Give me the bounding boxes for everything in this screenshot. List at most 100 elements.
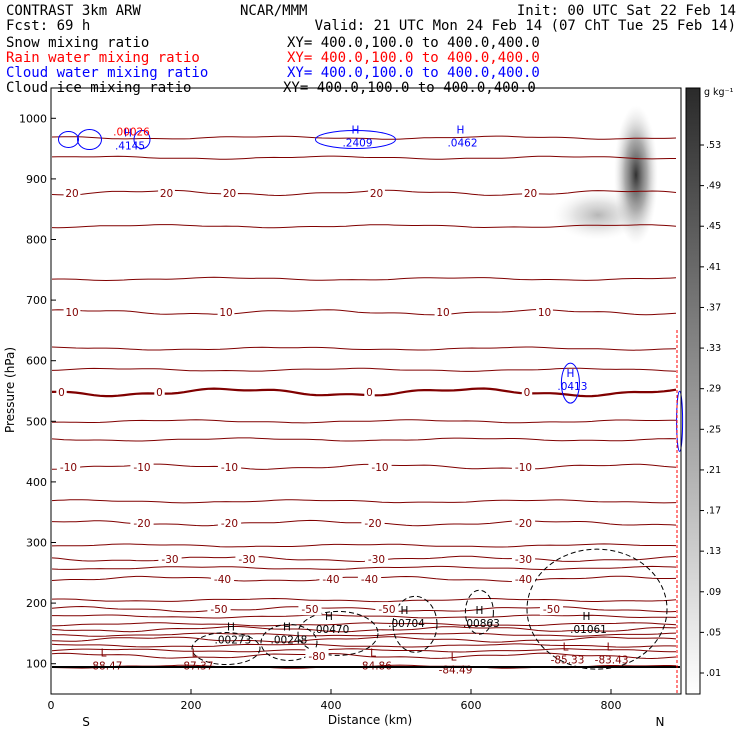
field-name-rain: Rain water mixing ratio (6, 50, 200, 66)
isotherm-line (51, 648, 676, 653)
x-axis-north-label: N (656, 715, 665, 729)
x-axis-label: Distance (km) (328, 713, 412, 727)
isotherm-line (51, 597, 677, 603)
isotherm-label: 0 (156, 387, 163, 399)
isotherm-label-bg (319, 571, 343, 585)
isotherm-line (51, 543, 677, 548)
isotherm-label-bg (130, 459, 154, 473)
y-tick-label: 100 (26, 658, 47, 671)
isotherm-label-bg (56, 385, 67, 399)
isotherm-label: -10 (133, 462, 150, 474)
isotherm-label: 10 (436, 307, 449, 319)
colorbar-tick-label: .17 (706, 506, 721, 517)
isotherm-label: -50 (378, 604, 395, 616)
colorbar-tick-label: .29 (706, 384, 721, 395)
isotherm-line (51, 419, 677, 424)
cloud-water-maximum-letter: H (566, 368, 574, 380)
isotherm-line (51, 155, 676, 160)
cloud-ice-maximum-value: .00273 (215, 634, 252, 646)
colorbar-tick-label: .49 (706, 181, 721, 192)
cloud-ice-maximum-value: .01061 (570, 624, 607, 636)
model-title: CONTRAST 3km ARW (6, 3, 141, 19)
forecast-hour: Fcst: 69 h (6, 18, 90, 34)
isotherm-label: 20 (223, 188, 236, 200)
isotherm-label-bg (375, 602, 399, 616)
y-tick-label: 300 (26, 537, 47, 550)
colorbar-tick-label: .37 (706, 302, 721, 313)
cloud-ice-contour (191, 632, 261, 666)
y-axis-label: Pressure (hPa) (3, 347, 17, 433)
isotherm-line (51, 367, 677, 372)
isotherm-line--50 (51, 605, 677, 613)
isotherm-label-bg (298, 602, 322, 616)
isotherm-label: -20 (515, 518, 532, 530)
colorbar-tick-label: .01 (706, 668, 721, 679)
cloud-water-maximum-letter: H (124, 128, 132, 140)
cloud-ice-contour (392, 595, 438, 653)
isotherm-line (51, 622, 677, 627)
isotherm-label-bg (368, 459, 392, 473)
isotherm-label: -30 (238, 554, 255, 566)
isotherm-label-bg (158, 551, 182, 565)
colorbar-tick-label: .41 (706, 262, 721, 273)
temperature-minimum-value: -85.33 (551, 654, 585, 666)
y-tick-label: 600 (26, 355, 47, 368)
isotherm-label: -50 (301, 604, 318, 616)
isotherm-label: -10 (371, 462, 388, 474)
colorbar-tick-label: .33 (706, 343, 721, 354)
isotherm-label-bg (364, 385, 375, 399)
colorbar-tick-label: .05 (706, 627, 721, 638)
isotherm-label: 0 (524, 387, 531, 399)
isotherm-label: -40 (322, 574, 339, 586)
cloud-ice-maximum-value: .00863 (463, 618, 500, 630)
isotherm-label: 20 (65, 188, 78, 200)
plot-area: 20 20 20 20 20 10 10 10 10 0 0 0 0 -10 -10 -10 -10 -10 -20… (50, 87, 684, 695)
snow-shading-light (553, 190, 643, 240)
y-tick-label: 200 (26, 597, 47, 610)
isotherm-label: -10 (60, 462, 77, 474)
temperature-minimum-letter: L (607, 641, 613, 653)
cloud-water-contour (133, 130, 151, 150)
isotherm-label: 20 (524, 188, 537, 200)
temperature-minimum-letter: L (370, 647, 376, 659)
isotherm-line (51, 346, 677, 351)
y-tick-label: 800 (26, 234, 47, 247)
isotherm-line (51, 643, 677, 648)
isotherm-label-bg (364, 551, 389, 565)
isotherm-label: -30 (515, 554, 532, 566)
isotherm-line (51, 276, 677, 282)
isotherm-line--60 (51, 626, 677, 633)
isotherm-label-bg (511, 551, 536, 565)
field-xy-snow: XY= 400.0,100.0 to 400.0,400.0 (287, 35, 540, 51)
isotherm-label: 20 (370, 188, 383, 200)
cloud-water-maximum-value: .4145 (115, 141, 145, 153)
x-tick-label: 200 (181, 699, 202, 712)
isotherm-label-bg (521, 385, 533, 399)
isotherm-line (51, 437, 677, 442)
isotherm-label-bg (361, 516, 385, 530)
isotherm-label: 10 (65, 307, 78, 319)
isotherm-label-bg (217, 459, 242, 473)
isotherm-label-bg (235, 551, 259, 565)
colorbar-units: g kg⁻¹ (704, 87, 734, 98)
isotherm-label: -50 (210, 604, 227, 616)
colorbar: g kg⁻¹ .01 .05 .09 .13 .17 .21 .25 .29 .33 .37 .41… (685, 87, 734, 695)
isotherm-label-bg (130, 516, 154, 530)
cloud-ice-maximum-value: .00248 (271, 634, 308, 646)
temperature-minimum-value: -83.43 (595, 654, 629, 666)
isotherm-label-bg (217, 516, 242, 530)
y-tick-label: 700 (26, 294, 47, 307)
colorbar-tick-label: .53 (706, 140, 721, 151)
x-tick-label: 600 (461, 699, 482, 712)
rain-maximum-value: .00026 (113, 126, 150, 138)
isotherm-label: 20 (160, 188, 173, 200)
cloud-ice-maximum-value: .00704 (388, 618, 425, 630)
temperature-minimum-letter: L (563, 641, 569, 653)
cloud-water-contour (77, 129, 102, 151)
isotherm-label: -20 (364, 518, 381, 530)
cloud-water-contour (560, 362, 580, 404)
cloud-water-maximum-letter: H (457, 125, 465, 137)
isotherm-line-10 (51, 308, 677, 316)
cloud-ice-maximum-letter: H (227, 621, 235, 633)
